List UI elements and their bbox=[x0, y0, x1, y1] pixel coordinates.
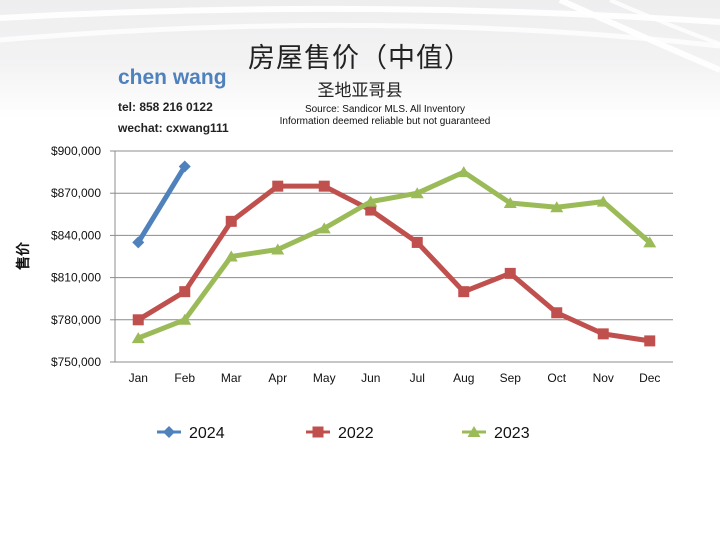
x-tick-label: Oct bbox=[547, 371, 566, 385]
data-point-2023 bbox=[643, 236, 657, 248]
agent-name: chen wang bbox=[118, 66, 227, 89]
data-point-2023 bbox=[550, 201, 564, 213]
series-line-2024 bbox=[135, 163, 188, 245]
data-point-2023 bbox=[178, 313, 192, 325]
y-tick-label: $840,000 bbox=[51, 228, 101, 242]
data-point-2023 bbox=[364, 195, 378, 207]
data-point-2022 bbox=[597, 328, 609, 340]
x-tick-label: Jul bbox=[410, 371, 425, 385]
data-point-2024 bbox=[178, 160, 191, 173]
data-point-2023 bbox=[503, 197, 517, 209]
page-title: 房屋售价（中值） bbox=[248, 43, 472, 74]
background-arcs bbox=[0, 0, 720, 73]
x-tick-label: Feb bbox=[174, 371, 195, 385]
data-point-2022 bbox=[551, 307, 563, 319]
source-note: Source: Sandicor MLS. All Inventory Info… bbox=[230, 104, 540, 128]
data-point-2023 bbox=[224, 250, 238, 262]
legend-item-2024: 2024 bbox=[157, 425, 225, 442]
data-point-2022 bbox=[644, 335, 656, 347]
x-tick-label: Sep bbox=[500, 371, 522, 385]
legend-marker bbox=[312, 426, 324, 438]
data-point-2022 bbox=[318, 180, 330, 192]
x-tick-label: Apr bbox=[268, 371, 287, 385]
x-tick-label: May bbox=[313, 371, 336, 385]
source-line-1: Source: Sandicor MLS. All Inventory bbox=[304, 104, 466, 115]
legend-label: 2023 bbox=[494, 425, 530, 442]
data-point-2022 bbox=[225, 215, 237, 227]
page-subtitle: 圣地亚哥县 bbox=[317, 81, 403, 101]
data-point-2023 bbox=[596, 195, 610, 207]
data-point-2024 bbox=[132, 236, 145, 249]
legend-marker bbox=[163, 426, 175, 438]
data-point-2022 bbox=[411, 236, 423, 248]
y-tick-label: $900,000 bbox=[51, 144, 101, 158]
y-tick-label: $750,000 bbox=[51, 355, 101, 369]
data-point-2022 bbox=[132, 314, 144, 326]
legend-marker bbox=[467, 426, 481, 437]
y-axis-label: 售价 bbox=[15, 241, 32, 271]
x-tick-label: Jan bbox=[129, 371, 148, 385]
y-tick-label: $780,000 bbox=[51, 313, 101, 327]
data-point-2022 bbox=[365, 204, 377, 216]
series-line-2023 bbox=[135, 169, 653, 341]
series-2023 bbox=[131, 166, 657, 344]
data-point-2023 bbox=[410, 187, 424, 199]
agent-wechat: wechat: cxwang111 bbox=[118, 121, 229, 135]
y-tick-label: $810,000 bbox=[51, 271, 101, 285]
data-point-2023 bbox=[317, 222, 331, 234]
legend-item-2023: 2023 bbox=[462, 425, 530, 442]
legend-label: 2022 bbox=[338, 425, 374, 442]
x-tick-label: Jun bbox=[361, 371, 380, 385]
series-2024 bbox=[132, 160, 191, 249]
data-point-2022 bbox=[504, 267, 516, 279]
x-tick-label: Nov bbox=[593, 371, 614, 385]
source-line-2: Information deemed reliable but not guar… bbox=[279, 116, 491, 127]
data-point-2023 bbox=[271, 243, 285, 255]
series-2022 bbox=[132, 180, 656, 347]
series-line-2022 bbox=[135, 183, 653, 344]
legend-item-2022: 2022 bbox=[306, 425, 374, 442]
agent-tel: tel: 858 216 0122 bbox=[118, 100, 213, 114]
legend-label: 2024 bbox=[189, 425, 225, 442]
x-tick-label: Dec bbox=[639, 371, 660, 385]
y-tick-label: $870,000 bbox=[51, 186, 101, 200]
data-point-2022 bbox=[458, 286, 470, 298]
data-point-2023 bbox=[457, 166, 471, 178]
data-point-2022 bbox=[179, 286, 191, 298]
x-tick-label: Aug bbox=[453, 371, 474, 385]
x-tick-label: Mar bbox=[221, 371, 242, 385]
data-point-2022 bbox=[272, 180, 284, 192]
data-point-2023 bbox=[131, 332, 145, 344]
